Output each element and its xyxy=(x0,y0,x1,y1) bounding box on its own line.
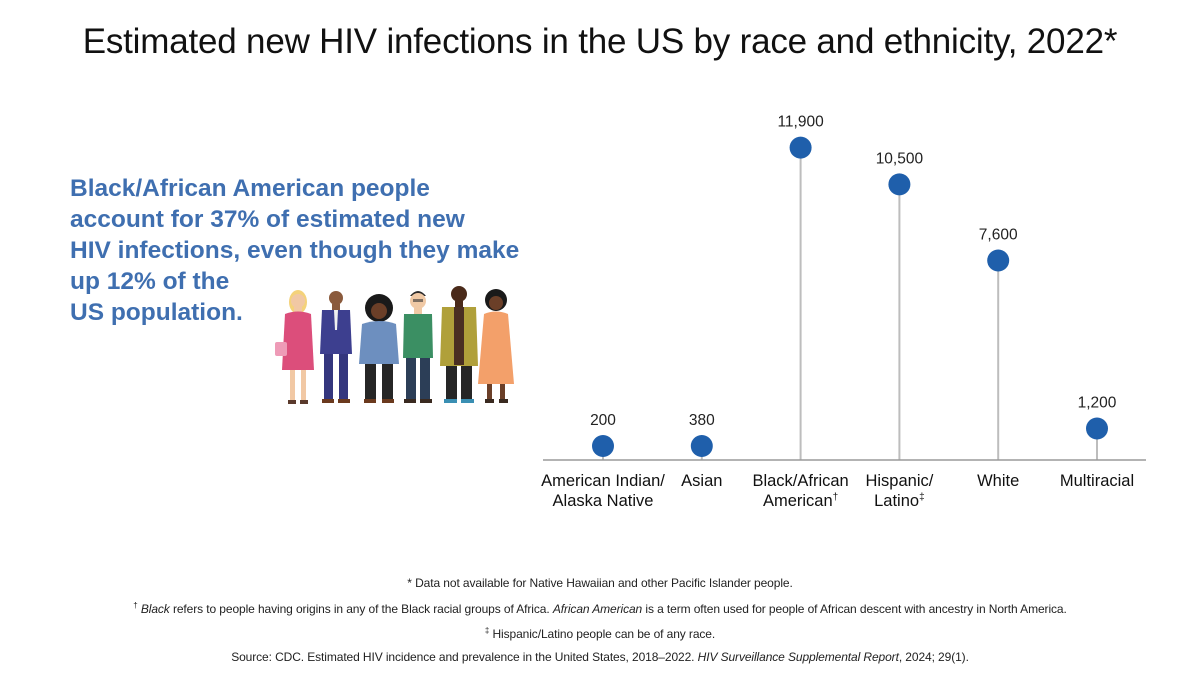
footnote-black-definition: † Black refers to people having origins … xyxy=(0,595,1200,621)
callout-line: Black/African American people xyxy=(70,175,430,202)
category-footnote-mark: ‡ xyxy=(919,492,925,503)
person-figure xyxy=(320,291,352,403)
footnote-text: is a term often used for people of Afric… xyxy=(642,601,1067,616)
source-text: , 2024; 29(1). xyxy=(898,649,969,664)
lollipop-chart: 200 American Indian/Alaska Native 380 Asian… xyxy=(541,114,1146,510)
data-label: 200 xyxy=(590,412,616,429)
callout-line: up 12% of the xyxy=(70,268,230,295)
category-label: Black/African xyxy=(752,472,848,490)
data-point xyxy=(888,173,911,196)
category-label: Hispanic/ xyxy=(865,472,933,490)
category-label: Asian xyxy=(681,472,722,490)
person-figure xyxy=(403,291,433,403)
data-label: 10,500 xyxy=(876,150,924,167)
person-figure xyxy=(359,294,399,403)
callout-line: account for 37% of estimated new xyxy=(70,206,465,233)
footnote-text: refers to people having origins in any o… xyxy=(169,601,553,616)
footnote-data-availability: * Data not available for Native Hawaiian… xyxy=(0,572,1200,595)
double-dagger-mark: ‡ xyxy=(484,626,490,635)
category-footnote-mark: † xyxy=(833,492,839,503)
data-point xyxy=(592,435,614,457)
data-label: 1,200 xyxy=(1078,395,1117,412)
footnote-hispanic-definition: ‡ Hispanic/Latino people can be of any r… xyxy=(0,620,1200,646)
data-point xyxy=(789,136,812,159)
footnote-text: Data not available for Native Hawaiian a… xyxy=(415,576,793,590)
category-label: Multiracial xyxy=(1060,472,1134,490)
data-point xyxy=(690,435,713,457)
footnote-term: African American xyxy=(552,601,643,616)
category-label: Alaska Native xyxy=(553,492,654,510)
data-label: 7,600 xyxy=(979,227,1018,244)
footnote-term: Black xyxy=(140,601,170,616)
chart-title: Estimated new HIV infections in the US b… xyxy=(82,22,1118,61)
diverse-people-illustration xyxy=(275,286,514,404)
dagger-mark: † xyxy=(133,600,138,610)
source-text: Source: CDC. Estimated HIV incidence and… xyxy=(231,649,698,664)
category-label: American Indian/ xyxy=(541,472,665,490)
data-label: 380 xyxy=(689,412,715,429)
footnotes: * Data not available for Native Hawaiian… xyxy=(0,572,1200,668)
person-figure xyxy=(478,289,514,403)
callout-line: HIV infections, even though they make xyxy=(70,237,520,264)
person-figure xyxy=(440,286,478,403)
footnote-source: Source: CDC. Estimated HIV incidence and… xyxy=(0,646,1200,669)
callout-line: US population. xyxy=(70,299,243,326)
data-point xyxy=(1086,417,1108,440)
category-label: Latino‡ xyxy=(874,492,925,510)
source-journal: HIV Surveillance Supplemental Report xyxy=(697,649,899,664)
person-figure xyxy=(275,290,314,404)
category-label: White xyxy=(977,472,1019,490)
category-label: American† xyxy=(763,492,838,510)
data-point xyxy=(987,249,1010,272)
data-label: 11,900 xyxy=(777,114,824,131)
asterisk-mark: * xyxy=(407,576,412,590)
key-finding-callout: Black/African American people account fo… xyxy=(70,173,570,328)
footnote-text: Hispanic/Latino people can be of any rac… xyxy=(492,627,716,641)
